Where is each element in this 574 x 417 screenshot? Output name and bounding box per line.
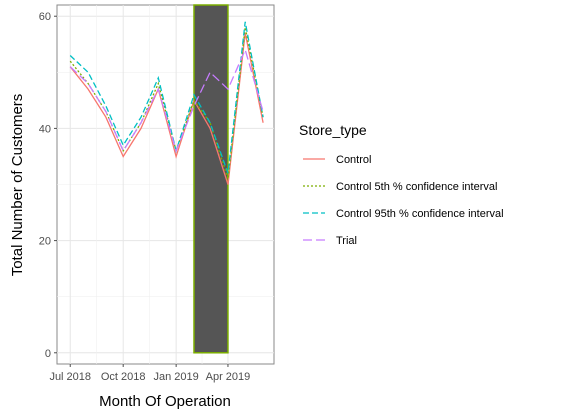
x-tick-label: Jan 2019 [154,371,199,383]
legend-label-4: Trial [336,235,357,247]
legend-title: Store_type [299,122,367,138]
series-lines [69,21,264,185]
x-axis-title: Month Of Operation [99,393,231,410]
series-line-4 [69,47,264,153]
legend-label-2: Control 5th % confidence interval [336,181,497,193]
y-tick-label: 0 [45,348,51,360]
highlight-band-layer [193,4,229,354]
y-tick-label: 20 [39,236,51,248]
series-line-3 [69,21,264,174]
axes: 0 20 40 60 Jul 2018 Oct 2018 Jan 2019 Apr 2019 [39,11,251,383]
trial-period-band [193,4,229,354]
x-tick-label: Oct 2018 [101,371,146,383]
legend-label-1: Control [336,154,371,166]
x-tick-label: Jul 2018 [49,371,91,383]
y-axis-title: Total Number of Customers [9,94,26,277]
y-tick-label: 60 [39,11,51,23]
series-line-1 [69,32,264,185]
legend-label-3: Control 95th % confidence interval [336,208,504,220]
x-tick-label: Apr 2019 [206,371,251,383]
y-tick-label: 40 [39,123,51,135]
legend: Store_type Control Control 5th % confiden… [299,122,504,247]
